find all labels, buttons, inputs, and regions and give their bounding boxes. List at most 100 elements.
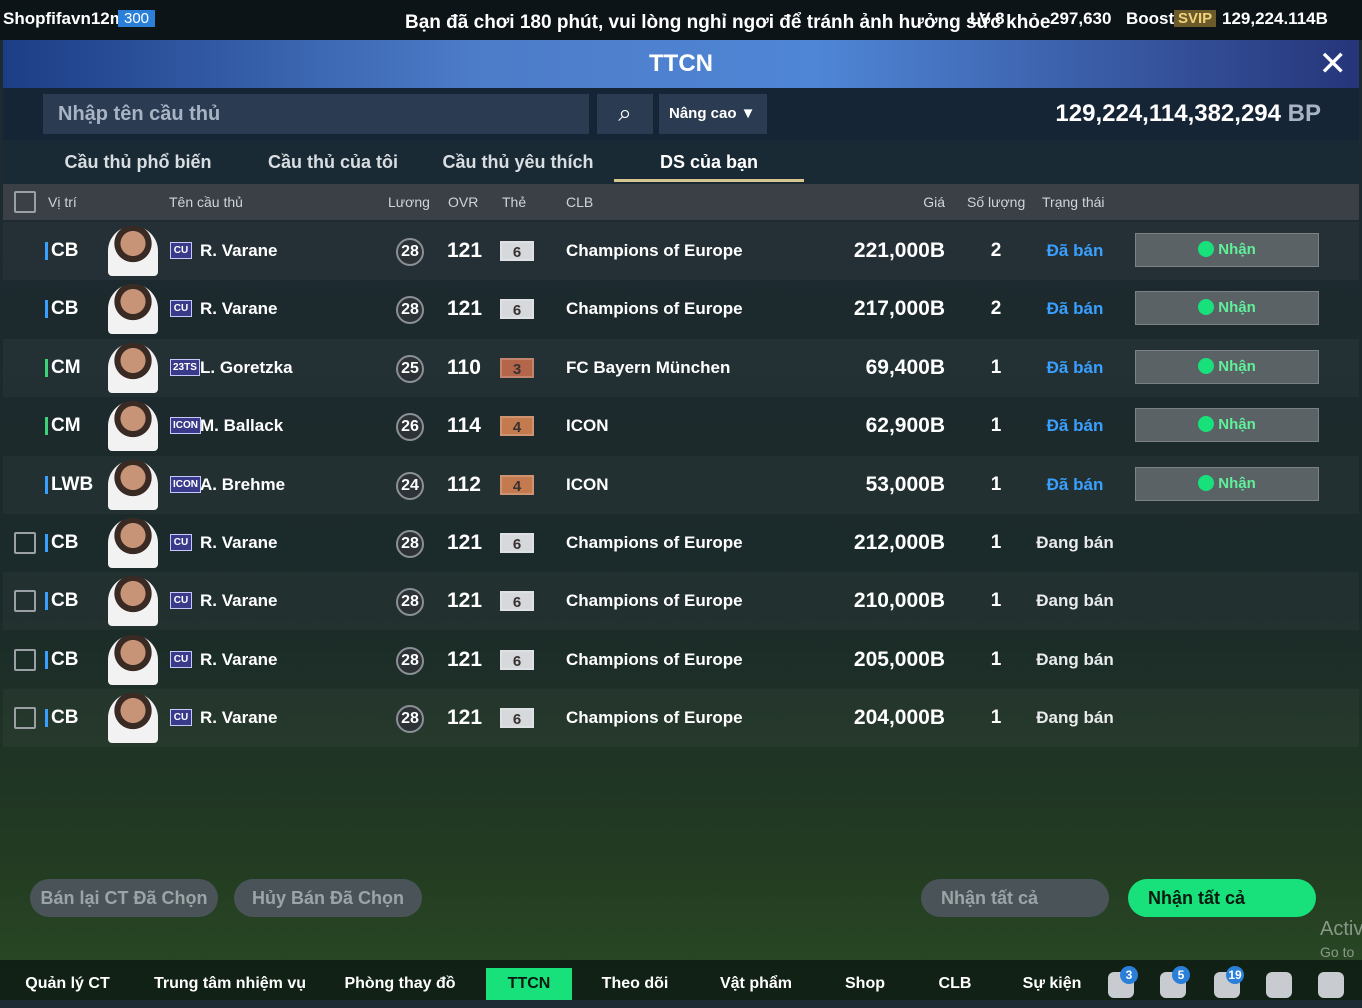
nav-item[interactable]: TTCN: [486, 968, 572, 1000]
quantity: 1: [990, 532, 1002, 553]
player-name: R. Varane: [200, 708, 278, 728]
resell-button[interactable]: Bán lại CT Đã Chọn: [30, 879, 218, 917]
claim-button[interactable]: Nhận: [1135, 349, 1319, 384]
tab[interactable]: Cầu thủ của tôi: [268, 152, 398, 172]
club: Champions of Europe: [566, 649, 743, 669]
nav-item[interactable]: Shop: [845, 975, 885, 992]
grade: 6: [500, 591, 534, 612]
advanced-dropdown[interactable]: Nâng cao ▼: [659, 94, 767, 134]
column-header: Vị trí Tên cầu thủ Lương OVR Thẻ CLB Giá Số lượ…: [3, 184, 1359, 220]
bp-total: 129,224.114B: [1222, 9, 1328, 28]
row-checkbox[interactable]: [14, 590, 36, 613]
claim-button[interactable]: Nhận: [1135, 291, 1319, 326]
price: 210,000B: [853, 589, 945, 613]
salary: 24: [396, 471, 424, 500]
nav-icon[interactable]: [1266, 972, 1292, 998]
claim-all-disabled[interactable]: Nhận tất cả: [921, 879, 1109, 917]
watermark-1: Activ: [1320, 918, 1362, 940]
claim-button[interactable]: Nhận: [1135, 408, 1319, 443]
player-avatar: [108, 401, 158, 452]
position: CM: [51, 415, 81, 437]
player-avatar: [108, 518, 158, 568]
season-icon: CU: [170, 300, 192, 318]
claim-button[interactable]: Nhận: [1135, 466, 1319, 501]
club: Champions of Europe: [566, 241, 743, 260]
level: LV 8: [970, 9, 1005, 28]
club: Champions of Europe: [566, 591, 743, 611]
balance-value: 129,224,114,382,294: [1055, 100, 1281, 127]
season-icon: 23TS: [170, 358, 200, 376]
rows: CB CU R. Varane 28 121 6 Champions of Europe 22…: [0, 222, 1362, 752]
claim-all-button[interactable]: Nhận tất cả: [1128, 879, 1316, 917]
coin-icon: [1198, 241, 1215, 257]
ovr: 112: [447, 472, 481, 496]
claim-button[interactable]: Nhận: [1135, 233, 1319, 267]
cancel-button[interactable]: Hủy Bán Đã Chọn: [234, 879, 422, 917]
nav-item[interactable]: Phòng thay đồ: [344, 975, 456, 992]
row-checkbox[interactable]: [14, 707, 36, 730]
player-avatar: [108, 693, 158, 744]
tab[interactable]: DS của bạn: [614, 140, 804, 182]
quantity: 1: [990, 473, 1002, 495]
search-button[interactable]: ⌕: [597, 94, 653, 134]
nav-item[interactable]: Sự kiện: [1022, 975, 1082, 992]
grade: 4: [500, 416, 534, 437]
salary: 28: [396, 238, 424, 266]
tabs: Cầu thủ phổ biến Cầu thủ của tôi Cầu thủ y…: [3, 140, 1359, 184]
select-all-checkbox[interactable]: [14, 191, 36, 213]
status: Đã bán: [1046, 474, 1104, 494]
salary: 28: [396, 296, 424, 325]
quantity: 1: [990, 590, 1002, 612]
row-checkbox[interactable]: [14, 532, 36, 554]
quantity: 1: [990, 415, 1002, 437]
boost: Boost: [1126, 9, 1175, 28]
price: 221,000B: [853, 239, 945, 262]
price: 69,400B: [865, 355, 945, 379]
nav-item[interactable]: Trung tâm nhiệm vụ: [153, 975, 306, 992]
price: 62,900B: [865, 414, 945, 438]
player-row: CB CU R. Varane 28 121 6 Champions of Europe 21…: [3, 280, 1359, 338]
nav-item[interactable]: Theo dõi: [601, 975, 669, 992]
svip: SVIP: [1174, 10, 1217, 27]
player-name: R. Varane: [200, 299, 278, 319]
position: LWB: [51, 473, 94, 495]
salary: 28: [396, 530, 424, 558]
season-icon: ICON: [170, 417, 201, 435]
position: CB: [51, 240, 79, 261]
club: Champions of Europe: [566, 708, 743, 728]
season-icon: CU: [170, 650, 192, 668]
nav-item[interactable]: Quản lý CT: [25, 975, 110, 992]
player-name: R. Varane: [200, 649, 278, 669]
ovr: 121: [447, 706, 483, 730]
tab[interactable]: Cầu thủ phổ biến: [64, 152, 212, 172]
nav-badge: 19: [1226, 966, 1244, 984]
position-marker: [45, 534, 48, 552]
status: Đang bán: [1036, 591, 1114, 611]
ovr: 121: [447, 239, 483, 262]
grade: 6: [500, 708, 534, 729]
nav-badge: 5: [1172, 966, 1190, 984]
quantity: 2: [990, 240, 1002, 261]
player-avatar: [108, 459, 158, 510]
nav-icon[interactable]: [1318, 972, 1344, 998]
position-marker: [45, 300, 48, 319]
close-button[interactable]: ✕: [1318, 45, 1348, 83]
grade: 4: [500, 474, 534, 495]
quantity: 1: [990, 648, 1002, 670]
position: CB: [51, 298, 79, 320]
position: CB: [51, 590, 79, 612]
advanced-label: Nâng cao: [669, 105, 737, 122]
tab[interactable]: Cầu thủ yêu thích: [442, 152, 594, 172]
coin-icon: [1198, 357, 1215, 374]
position: CB: [51, 707, 79, 729]
price: 217,000B: [853, 297, 945, 321]
quantity: 1: [990, 707, 1002, 729]
nav-item[interactable]: Vật phẩm: [719, 975, 792, 992]
grade: 3: [500, 357, 534, 378]
top-bar: Shopfifavn12m 300 Bạn đã chơi 180 phút, …: [0, 0, 1362, 40]
nav-item[interactable]: CLB: [938, 975, 972, 992]
column-label: Lương: [388, 194, 430, 210]
search-input[interactable]: Nhập tên cầu thủ: [43, 94, 589, 134]
row-checkbox[interactable]: [14, 648, 36, 671]
position: CB: [51, 532, 79, 553]
